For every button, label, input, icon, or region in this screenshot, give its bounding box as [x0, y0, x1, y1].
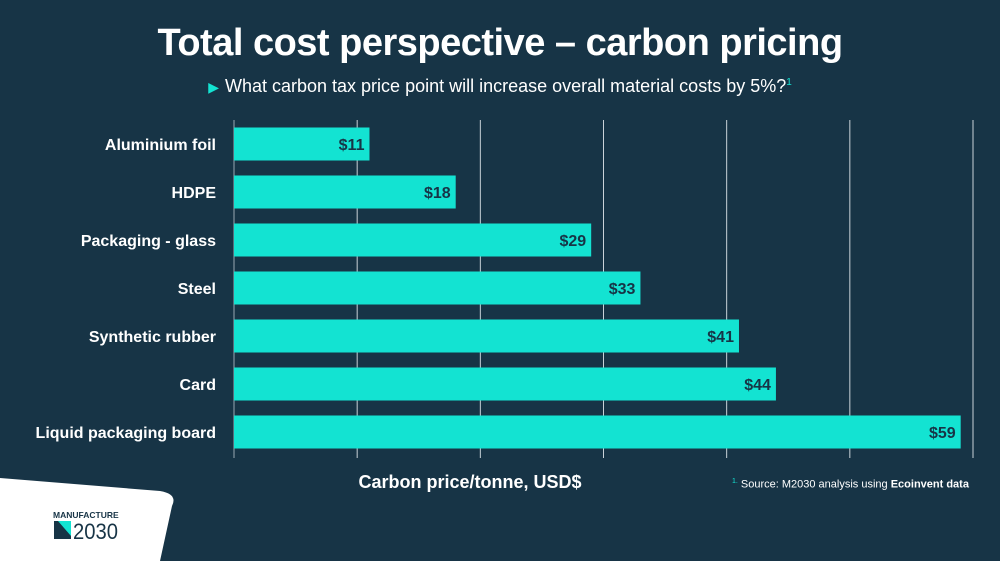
category-label: Steel — [178, 281, 216, 298]
triangle-bullet-icon: ▶ — [208, 79, 219, 95]
bar — [234, 127, 370, 161]
bar — [234, 415, 961, 449]
bar — [234, 175, 456, 209]
category-label: Synthetic rubber — [89, 329, 216, 346]
bar — [234, 367, 776, 401]
bar — [234, 319, 739, 353]
bar-chart: Aluminium foil $11 HDPE $18 Packaging - glas… — [36, 120, 974, 458]
manufacture-2030-logo: MANUFACTURE 2030 — [0, 478, 174, 561]
footnote-marker: 1 — [786, 77, 792, 88]
category-label: Packaging - glass — [81, 233, 216, 250]
data-label: $41 — [707, 329, 734, 346]
data-label: $29 — [559, 233, 586, 250]
data-label: $33 — [609, 281, 636, 298]
data-label: $44 — [744, 377, 771, 394]
data-label: $11 — [339, 137, 365, 154]
category-label: Aluminium foil — [105, 137, 216, 154]
data-label: $59 — [929, 425, 956, 442]
svg-text:MANUFACTURE: MANUFACTURE — [53, 510, 119, 520]
page-title: Total cost perspective – carbon pricing — [157, 22, 843, 64]
subtitle-text: What carbon tax price point will increas… — [224, 76, 787, 96]
svg-text:2030: 2030 — [73, 519, 118, 544]
bar — [234, 271, 641, 305]
source-note: 1. Source: M2030 analysis using Ecoinven… — [732, 478, 969, 491]
data-label: $18 — [424, 185, 451, 202]
subtitle: ▶ What carbon tax price point will increa… — [0, 76, 1000, 97]
x-axis-label: Carbon price/tonne, USD$ — [358, 472, 582, 492]
bar — [234, 223, 592, 257]
category-label: Card — [180, 377, 216, 394]
category-label: HDPE — [172, 185, 217, 202]
category-label: Liquid packaging board — [36, 425, 216, 442]
